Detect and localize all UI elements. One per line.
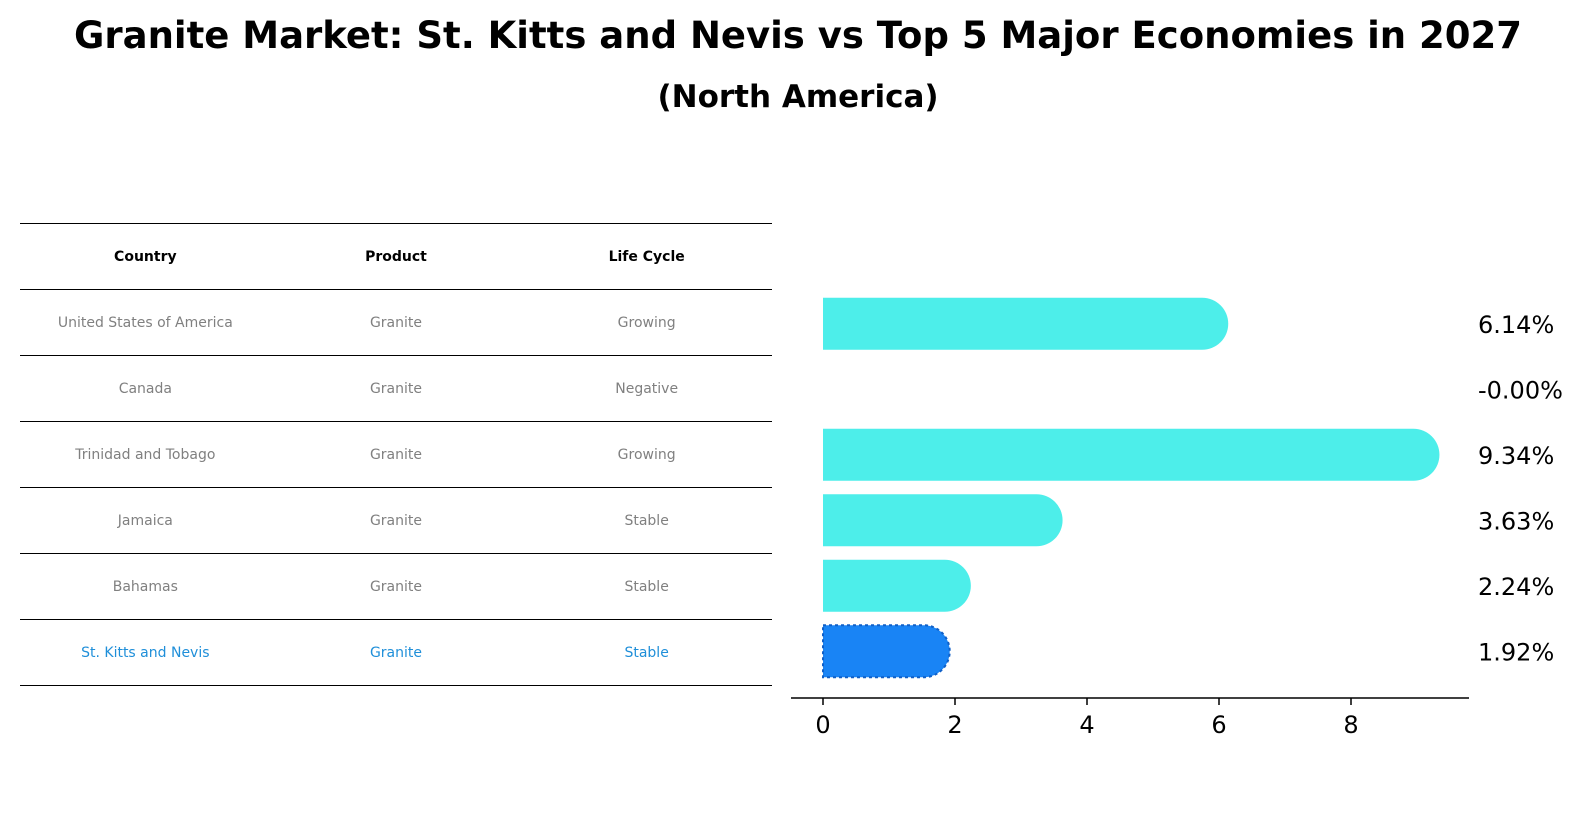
chart-title: Granite Market: St. Kitts and Nevis vs T… [73,14,1522,57]
cell-product: Granite [270,289,522,356]
cell-life-cycle: Negative [521,355,772,422]
cell-product: Granite [270,553,522,620]
table-row: Bahamas Granite Stable [20,553,772,620]
x-tick-label: 6 [1211,711,1226,739]
table-row: United States of America Granite Growing [20,289,772,356]
cell-life-cycle: Growing [521,421,772,488]
cell-country: Trinidad and Tobago [20,421,271,488]
cell-country: United States of America [20,289,271,356]
bar-value-label: 1.92% [1478,638,1554,666]
bar-value-label: 2.24% [1478,573,1554,601]
header-life-cycle: Life Cycle [521,223,772,290]
cell-product: Granite [270,421,522,488]
bar-value-label: 6.14% [1478,311,1554,339]
x-tick-label: 2 [947,711,962,739]
bar-value-label: 3.63% [1478,507,1554,535]
bar [823,494,1063,547]
table-row: Trinidad and Tobago Granite Growing [20,421,772,488]
table-row-highlighted: St. Kitts and Nevis Granite Stable [20,619,772,686]
cell-life-cycle: Stable [521,487,772,554]
cell-product: Granite [270,487,522,554]
cell-life-cycle: Stable [521,553,772,620]
cell-product: Granite [270,619,522,686]
x-tick-label: 8 [1343,711,1358,739]
bar [823,297,1229,350]
cell-country: Canada [20,355,271,422]
x-tick-label: 0 [815,711,830,739]
table-header-row: Country Product Life Cycle [20,223,772,290]
header-country: Country [20,223,271,290]
cell-life-cycle: Growing [521,289,772,356]
cell-country: Bahamas [20,553,271,620]
header-product: Product [270,223,522,290]
chart-subtitle: (North America) [657,79,939,115]
cell-country: St. Kitts and Nevis [20,619,271,686]
bar [823,559,971,612]
x-tick-label: 4 [1079,711,1094,739]
cell-life-cycle: Stable [521,619,772,686]
bar-value-label: -0.00% [1478,376,1563,404]
cell-country: Jamaica [20,487,271,554]
bar-value-label: 9.34% [1478,442,1554,470]
bar-highlighted [822,624,951,679]
comparison-table: Country Product Life Cycle United States… [20,223,772,686]
bar [823,428,1440,481]
cell-product: Granite [270,355,522,422]
table-row: Jamaica Granite Stable [20,487,772,554]
table-row: Canada Granite Negative [20,355,772,422]
